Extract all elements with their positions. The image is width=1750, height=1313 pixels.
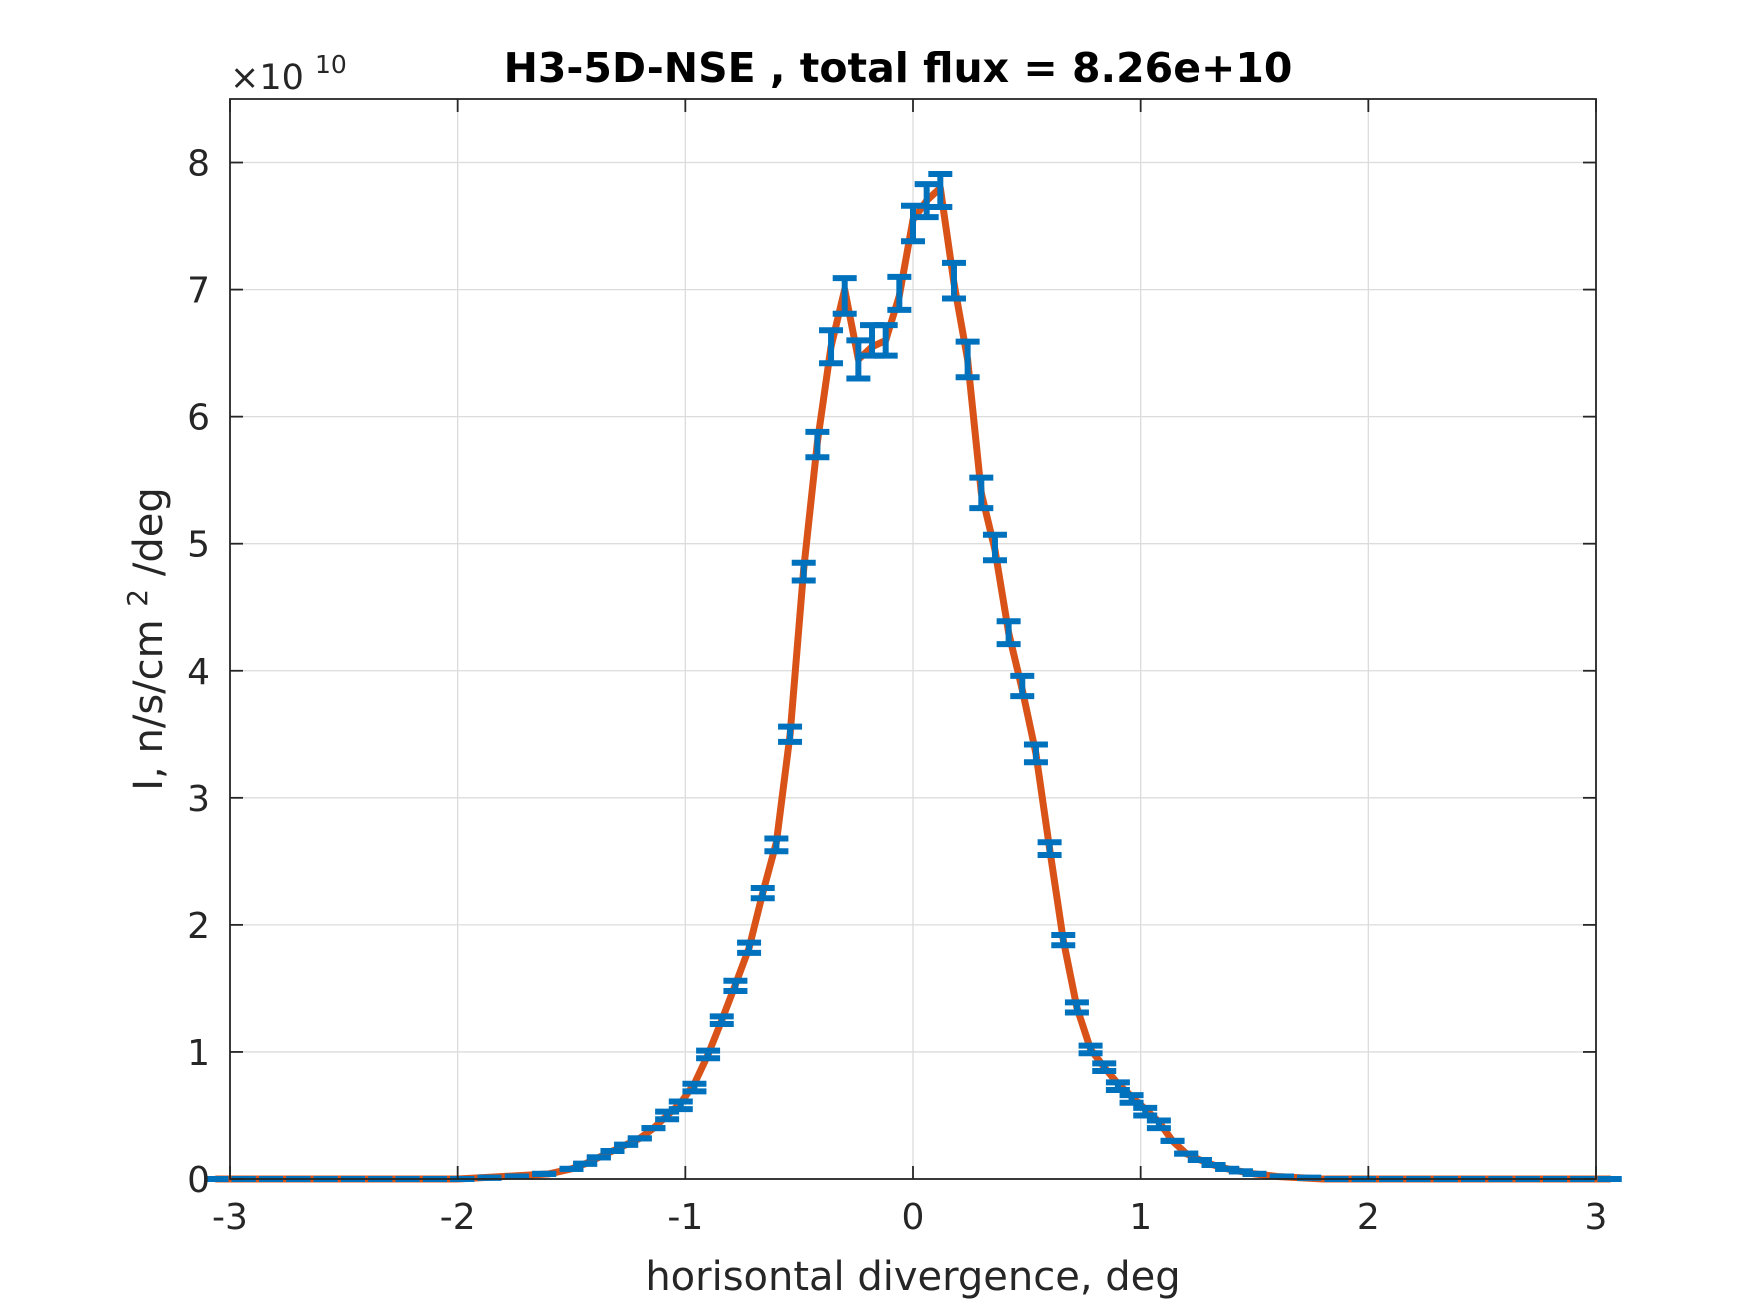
- x-axis-label: horisontal divergence, deg: [645, 1254, 1180, 1300]
- errorbar-point: [928, 170, 953, 210]
- errorbar-point: [887, 273, 912, 313]
- errorbar-point: [709, 1013, 734, 1027]
- x-tick-label: -1: [667, 1197, 703, 1238]
- y-tick-label: 7: [187, 271, 210, 312]
- y-exponent-base: ×10: [230, 58, 304, 98]
- x-tick-label: 1: [1129, 1197, 1152, 1238]
- errorbar-point: [1133, 1104, 1158, 1119]
- ticks: [229, 99, 1597, 1180]
- y-axis-label: I, n/s/cm 2 /deg: [111, 487, 172, 790]
- errorbar-point: [832, 275, 857, 317]
- x-tick-label: 3: [1585, 1197, 1608, 1238]
- errorbar-point: [1119, 1092, 1144, 1106]
- y-tick-label: 6: [187, 398, 210, 439]
- y-tick-label: 2: [187, 906, 210, 947]
- errorbar-point: [778, 723, 803, 745]
- x-tick-label: -2: [440, 1197, 476, 1238]
- y-tick-label: 5: [187, 525, 210, 566]
- errorbar-point: [723, 977, 748, 994]
- y-axis-label-tail: /deg: [126, 487, 172, 576]
- errorbar-point: [941, 259, 966, 302]
- errorbar-point: [682, 1080, 707, 1095]
- x-tick-label: 0: [902, 1197, 925, 1238]
- errorbar-point: [819, 327, 844, 367]
- y-tick-labels: 0 1 2 3 4 5 6 7 8: [187, 144, 210, 1201]
- errorbar-point: [996, 618, 1021, 648]
- errorbar-point: [1092, 1060, 1117, 1074]
- errorbar-point: [764, 835, 789, 855]
- y-axis-label-main: I, n/s/cm: [126, 619, 172, 790]
- y-exponent-power: 10: [315, 50, 347, 79]
- errorbar-point: [1105, 1079, 1130, 1094]
- errorbar-point: [805, 428, 830, 461]
- y-exponent-label: ×10 10: [230, 50, 347, 98]
- errorbar-point: [696, 1047, 721, 1062]
- errorbar-point: [873, 322, 898, 359]
- errorbar-point: [846, 337, 871, 382]
- y-tick-label: 3: [187, 779, 210, 820]
- y-tick-label: 0: [187, 1160, 210, 1201]
- y-tick-label: 4: [187, 652, 210, 693]
- errorbar-point: [1037, 839, 1062, 858]
- errorbar-point: [1010, 672, 1035, 700]
- x-tick-label: -3: [212, 1197, 248, 1238]
- errorbar-point: [901, 202, 925, 245]
- errorbar-point: [1051, 932, 1076, 949]
- errorbar-point: [791, 559, 816, 584]
- errorbar-point: [955, 338, 980, 381]
- x-tick-labels: -3 -2 -1 0 1 2 3: [212, 1197, 1607, 1238]
- errorbar-point: [1078, 1042, 1103, 1057]
- x-tick-label: 2: [1357, 1197, 1380, 1238]
- errorbar-point: [1023, 741, 1048, 766]
- errorbar-point: [1064, 999, 1089, 1016]
- y-axis-label-superscript: 2: [121, 589, 154, 607]
- errorbar-point: [1146, 1117, 1171, 1132]
- errorbar-point: [982, 531, 1007, 564]
- errorbar-point: [750, 885, 775, 902]
- errorbar-point: [668, 1098, 693, 1113]
- chart-title: H3-5D-NSE , total flux = 8.26e+10: [504, 44, 1293, 92]
- y-tick-label: 1: [187, 1033, 210, 1074]
- errorbar-point: [737, 939, 762, 956]
- errorbar-point: [969, 474, 994, 512]
- errorbar-point: [914, 181, 939, 221]
- y-tick-label: 8: [187, 144, 210, 185]
